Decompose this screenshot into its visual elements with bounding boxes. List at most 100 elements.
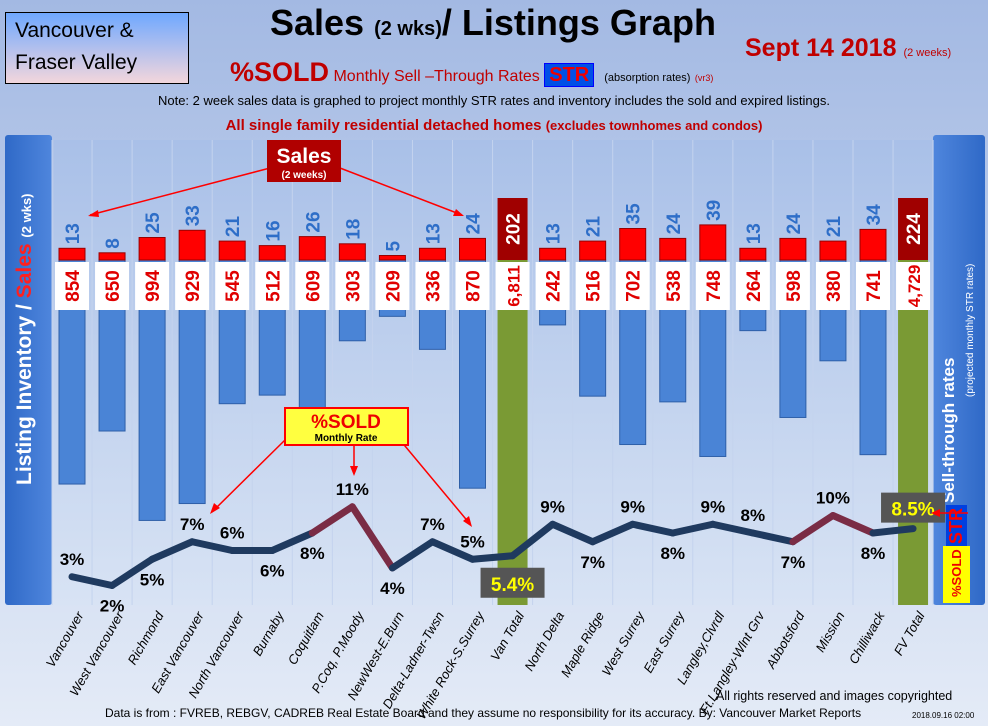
listing-label-box <box>295 262 330 310</box>
data-source: Data is from : FVREB, REBGV, CADREB Real… <box>105 706 862 720</box>
region-box: Vancouver & Fraser Valley <box>5 12 189 84</box>
sales-value: 21 <box>824 216 845 238</box>
str-value: 8% <box>300 544 325 563</box>
listing-label-box <box>215 262 250 310</box>
str-value: 8% <box>660 544 685 563</box>
str-value: 9% <box>701 497 726 516</box>
sales-bar <box>739 247 767 261</box>
x-tick-label: North Delta <box>521 609 567 673</box>
sales-value: 16 <box>263 220 284 241</box>
sales-callout: Sales (2 weeks) <box>88 140 464 217</box>
sales-value: 24 <box>784 213 805 235</box>
sales-value: 24 <box>664 213 685 235</box>
scope-text: All single family residential detached h… <box>225 117 542 134</box>
sales-bar <box>258 245 286 261</box>
listing-bar <box>898 260 929 605</box>
listing-value: 650 <box>103 270 124 302</box>
copyright: All rights reserved and images copyright… <box>716 689 953 703</box>
listing-label-box <box>95 262 130 310</box>
sales-value: 13 <box>63 223 84 244</box>
str-line-segment <box>108 555 156 589</box>
str-value: 5% <box>460 532 485 551</box>
listing-value: 336 <box>423 270 444 302</box>
region-line-2: Fraser Valley <box>15 51 138 74</box>
listing-label-box <box>255 262 290 310</box>
listing-label-box <box>175 262 210 310</box>
sales-value: 39 <box>704 200 725 221</box>
sales-value: 18 <box>343 219 364 240</box>
listing-value: 545 <box>223 270 244 302</box>
listing-label-box <box>495 262 530 310</box>
right-axis-panel: Sell-through rates (projected monthly ST… <box>933 135 985 605</box>
sold-callout-title: %SOLD <box>311 412 381 433</box>
sales-value: 21 <box>223 216 244 238</box>
timestamp: 2018.09.16 02:00 <box>912 711 975 720</box>
sales-value: 8 <box>103 238 124 249</box>
subtitle-version: (vr3) <box>694 73 714 83</box>
listing-value: 929 <box>183 270 204 302</box>
scope-note: All single family residential detached h… <box>0 117 988 134</box>
str-value: 7% <box>781 553 806 572</box>
sales-bar <box>539 247 567 261</box>
listing-label-box <box>775 262 810 310</box>
subtitle-rates: Monthly Sell –Through Rates <box>333 68 540 85</box>
str-line-segment <box>829 512 877 537</box>
x-tick-label: Vancouver <box>43 608 87 669</box>
listing-label-box <box>375 262 410 310</box>
sales-value: 24 <box>464 213 485 235</box>
sales-value: 34 <box>864 204 885 226</box>
listing-label-box <box>896 262 931 310</box>
listing-value: 4,729 <box>905 265 924 308</box>
str-line-segment <box>388 538 436 572</box>
sold-callout: %SOLD Monthly Rate <box>210 407 968 527</box>
subtitle-absorption: (absorption rates) <box>604 72 691 84</box>
sales-bar <box>459 237 486 261</box>
sales-bar <box>497 198 528 260</box>
listing-value: 512 <box>263 270 284 302</box>
listing-label-box <box>735 262 770 310</box>
x-tick-label: Chilliwack <box>846 608 889 667</box>
sales-value: 202 <box>504 213 525 245</box>
str-value: 2% <box>100 597 125 616</box>
str-line-segment <box>68 573 116 589</box>
listing-value: 741 <box>864 270 885 302</box>
left-axis-panel: Listing Inventory / Sales (2 wks) <box>5 135 52 605</box>
str-total-box <box>480 567 545 598</box>
sales-bar <box>338 243 366 261</box>
sales-value: 21 <box>584 216 605 238</box>
sales-bar <box>178 229 206 261</box>
listing-label-box <box>815 262 850 310</box>
str-line-segment <box>549 520 597 546</box>
date-text: Sept 14 2018 <box>745 34 897 62</box>
page-title: Sales (2 wks)/ Listings Graph <box>270 2 716 44</box>
str-line-segment <box>509 520 557 560</box>
str-line-segment <box>148 538 196 563</box>
x-tick-label: Van Total <box>487 608 528 663</box>
subtitle-sold: %SOLD <box>230 57 330 87</box>
sales-value: 13 <box>544 223 565 244</box>
str-line-segment <box>629 520 677 537</box>
str-value: 7% <box>180 515 205 534</box>
sales-value: 25 <box>143 212 164 234</box>
listing-value: 209 <box>383 270 404 302</box>
x-tick-label: Abbotsford <box>763 608 808 671</box>
sales-bar <box>819 240 847 261</box>
sales-bar <box>699 224 727 261</box>
sold-callout-sub: Monthly Rate <box>315 433 378 444</box>
subtitle: %SOLD Monthly Sell –Through Rates STR (ab… <box>230 57 713 88</box>
region-line-1: Vancouver & <box>15 19 134 42</box>
report-date: Sept 14 2018 (2 weeks) <box>745 34 951 63</box>
listing-label-box <box>655 262 690 310</box>
date-note: (2 weeks) <box>903 47 952 59</box>
listing-value: 242 <box>544 270 565 302</box>
sales-bar <box>859 228 887 261</box>
sales-callout-sub: (2 weeks) <box>281 170 326 181</box>
sales-bar <box>659 237 687 261</box>
str-line-segment <box>308 503 356 537</box>
str-total-box <box>881 492 946 523</box>
listing-label-box <box>535 262 570 310</box>
sales-bar <box>418 247 446 261</box>
note: Note: 2 week sales data is graphed to pr… <box>157 93 831 108</box>
str-value: 3% <box>60 550 85 569</box>
